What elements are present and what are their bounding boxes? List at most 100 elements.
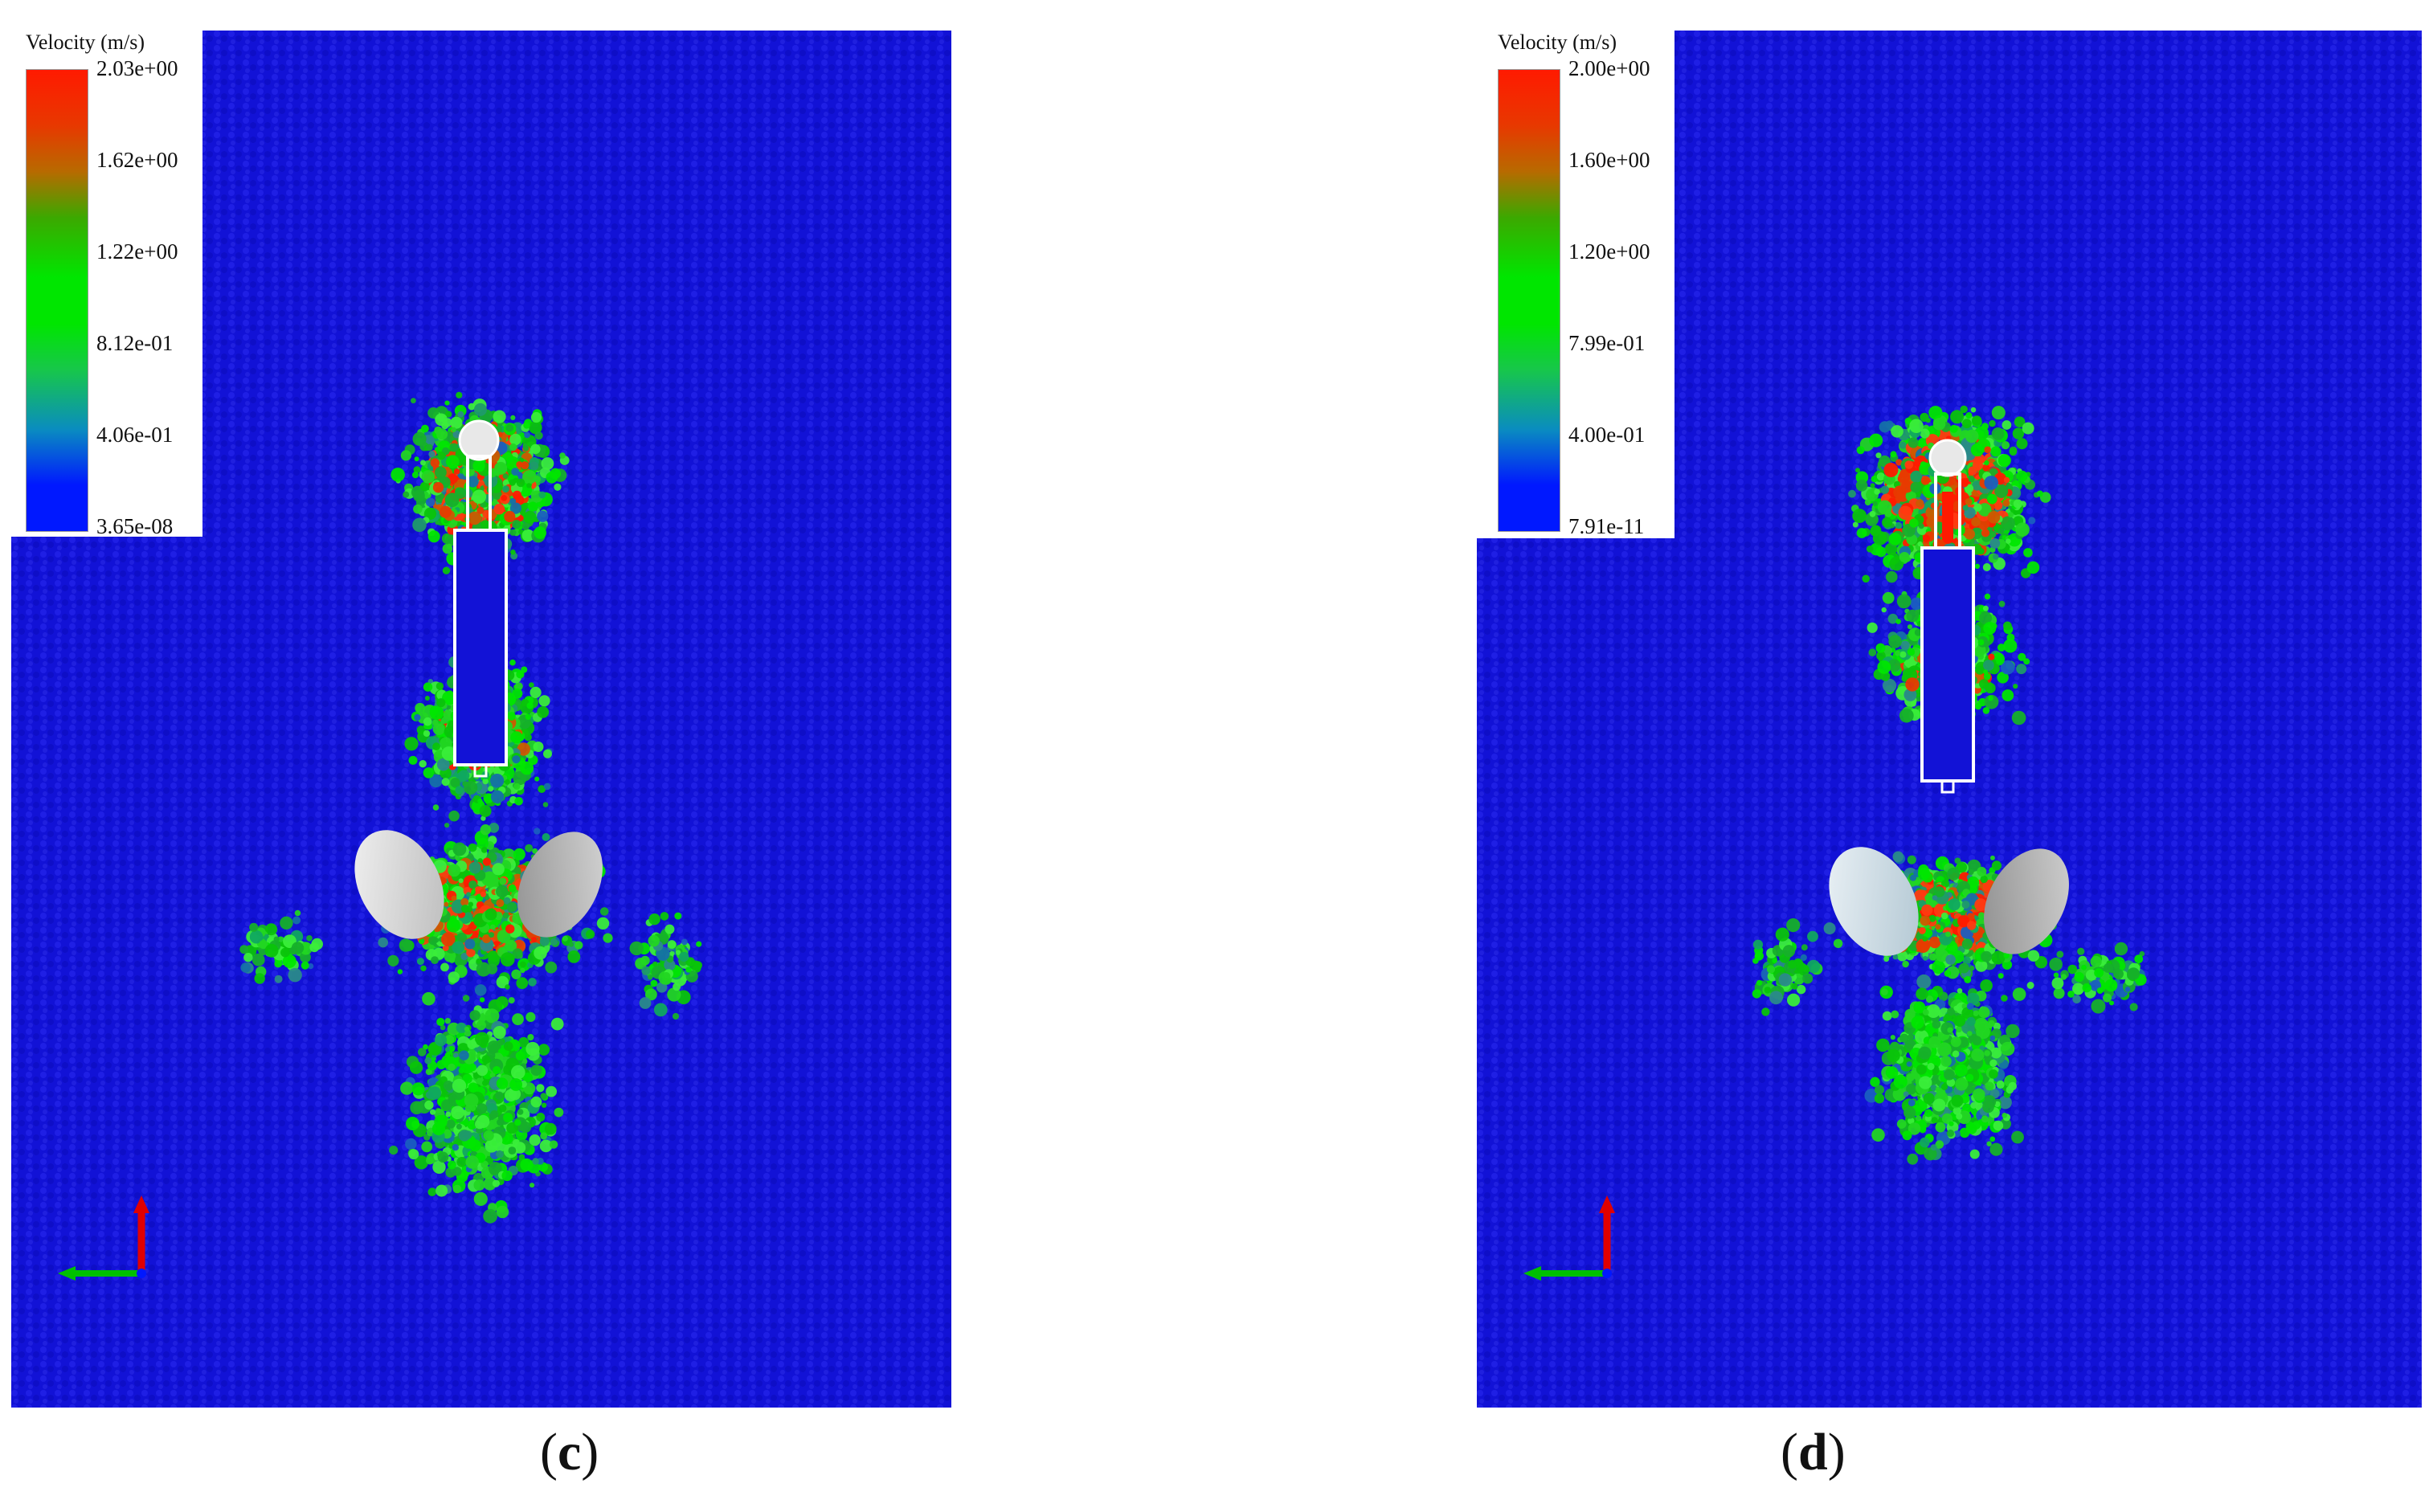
particle xyxy=(516,478,525,488)
particle xyxy=(496,1150,504,1159)
particle xyxy=(500,952,515,967)
particle xyxy=(523,422,530,429)
particle xyxy=(540,1132,548,1140)
particle xyxy=(538,1044,550,1056)
particle xyxy=(661,972,671,981)
particle xyxy=(446,543,452,550)
particle xyxy=(456,1123,462,1130)
particle xyxy=(435,682,444,690)
particle xyxy=(489,774,505,788)
particle xyxy=(508,884,517,893)
particle xyxy=(502,485,509,493)
particle xyxy=(534,776,540,782)
particle xyxy=(526,702,534,709)
particle xyxy=(533,742,544,752)
particle xyxy=(450,778,460,788)
particle xyxy=(480,847,488,853)
particle xyxy=(469,1010,480,1021)
particle xyxy=(476,962,491,977)
particle xyxy=(464,938,476,950)
legend-tick-c-4: 4.06e-01 xyxy=(96,423,174,447)
particle xyxy=(467,476,479,488)
particle xyxy=(476,1114,490,1129)
particle xyxy=(530,1183,535,1188)
particle xyxy=(460,952,468,961)
particle xyxy=(406,1117,419,1130)
particle xyxy=(423,767,435,778)
particle xyxy=(507,712,516,721)
particle xyxy=(309,942,320,953)
particle xyxy=(413,466,421,474)
particle xyxy=(681,938,688,946)
particle xyxy=(543,749,552,758)
axis-triad-c xyxy=(58,1195,149,1281)
particle xyxy=(448,864,461,877)
particle xyxy=(432,482,444,493)
particle xyxy=(479,805,492,817)
particle xyxy=(538,785,546,794)
particle xyxy=(513,1142,526,1154)
particle xyxy=(452,941,465,954)
right-drum-c xyxy=(517,832,603,938)
particle xyxy=(629,941,644,956)
particle xyxy=(545,961,558,974)
particle xyxy=(515,1098,521,1104)
particle xyxy=(426,443,433,452)
particle xyxy=(444,411,452,418)
particle xyxy=(411,1082,425,1096)
particle xyxy=(251,953,265,966)
particle xyxy=(544,1122,557,1135)
particle xyxy=(427,1187,437,1196)
particle xyxy=(674,912,682,920)
particle xyxy=(422,991,435,1006)
particle xyxy=(468,901,473,907)
particle xyxy=(468,1063,476,1072)
particle xyxy=(554,483,562,491)
legend-tick-c-2: 1.22e+00 xyxy=(96,239,178,264)
particle xyxy=(453,468,460,475)
particle xyxy=(405,1138,417,1150)
particle xyxy=(505,779,510,785)
particle xyxy=(429,774,443,788)
particle xyxy=(645,988,657,1001)
particle xyxy=(518,1036,530,1048)
particle xyxy=(667,987,681,1002)
particle xyxy=(513,783,521,791)
particle xyxy=(1991,406,2006,420)
particle xyxy=(482,857,492,866)
particle xyxy=(492,1179,501,1187)
particle xyxy=(427,1052,432,1059)
particle xyxy=(456,1157,468,1167)
particle xyxy=(483,1177,497,1191)
particle xyxy=(439,505,452,518)
particle xyxy=(477,798,483,804)
particle xyxy=(476,1020,486,1031)
machine-structure-c xyxy=(453,419,508,778)
particle xyxy=(444,492,460,508)
particle xyxy=(542,833,550,841)
particle xyxy=(693,961,702,970)
particle xyxy=(521,522,530,530)
particle xyxy=(449,957,455,963)
particle xyxy=(442,878,448,884)
particle xyxy=(510,415,516,420)
particle xyxy=(529,1134,541,1146)
particle xyxy=(530,461,539,471)
particle xyxy=(524,431,530,439)
particle xyxy=(482,778,489,785)
particle xyxy=(528,501,538,512)
particle xyxy=(460,905,470,913)
particle xyxy=(292,916,301,925)
spiral-drums-c xyxy=(354,830,603,939)
particle xyxy=(427,407,440,419)
particle xyxy=(448,1063,456,1072)
particle xyxy=(489,924,496,930)
particle xyxy=(485,908,497,921)
particle xyxy=(460,897,469,906)
particle xyxy=(536,1113,546,1122)
particle xyxy=(429,705,439,715)
particle xyxy=(660,912,669,921)
particle xyxy=(534,828,541,835)
particle xyxy=(418,1048,427,1056)
particle xyxy=(516,977,529,990)
